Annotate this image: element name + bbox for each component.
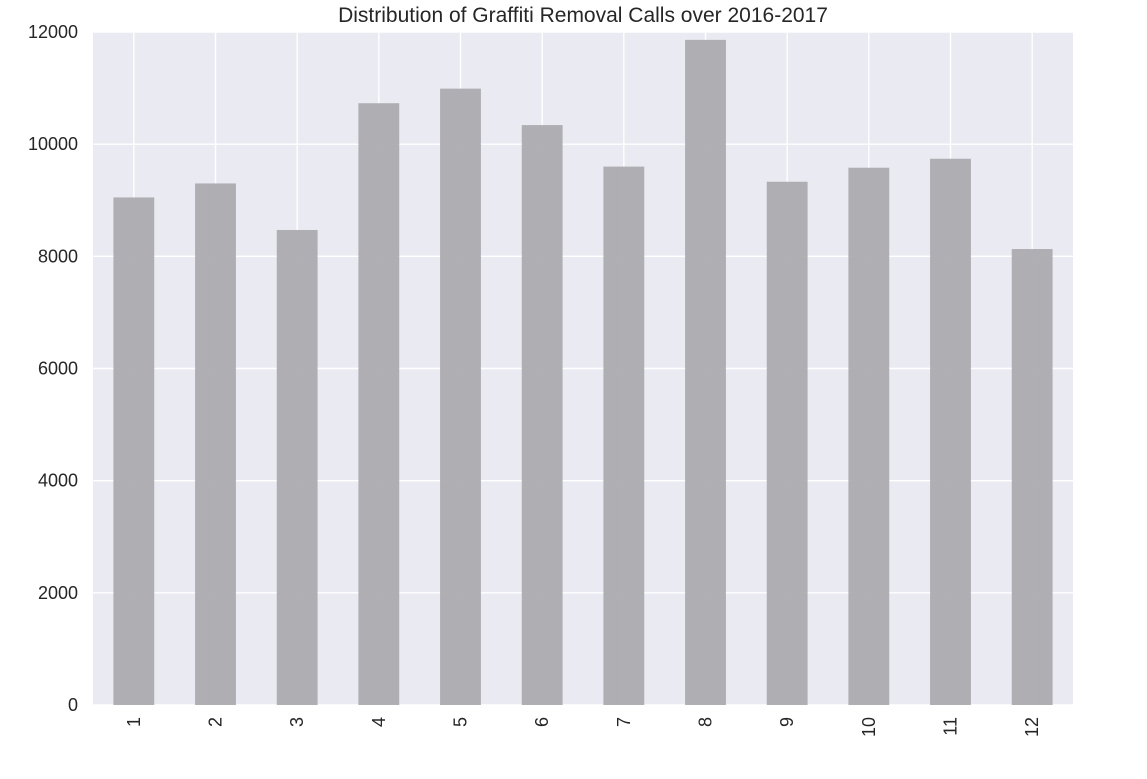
x-tick-label: 8 [696, 717, 716, 727]
x-tick-label: 4 [369, 717, 389, 727]
y-tick-label: 0 [68, 695, 78, 715]
x-tick-label: 10 [859, 717, 879, 737]
x-tick-label: 3 [287, 717, 307, 727]
bar-month-11 [930, 158, 971, 705]
chart-title: Distribution of Graffiti Removal Calls o… [338, 4, 828, 27]
bar-month-7 [603, 166, 645, 706]
x-axis-tick-labels: 1 2 3 4 5 6 7 8 9 10 11 12 [124, 717, 1042, 737]
bar-month-1 [113, 197, 155, 705]
y-tick-label: 10000 [28, 134, 78, 154]
x-tick-label: 2 [206, 717, 226, 727]
y-tick-label: 12000 [28, 22, 78, 42]
y-tick-label: 4000 [38, 471, 78, 491]
x-tick-label: 9 [777, 717, 797, 727]
bar-month-10 [848, 167, 890, 705]
x-tick-label: 12 [1022, 717, 1042, 737]
bar-month-12 [1011, 249, 1053, 706]
bar-month-8 [685, 39, 726, 705]
bar-month-2 [195, 183, 236, 706]
x-tick-label: 7 [614, 717, 634, 727]
bars [113, 39, 1053, 706]
y-tick-label: 8000 [38, 246, 78, 266]
bar-month-4 [358, 103, 400, 705]
bar-month-6 [521, 125, 563, 706]
x-tick-label: 6 [532, 717, 552, 727]
bar-month-5 [440, 88, 481, 705]
x-tick-label: 1 [124, 717, 144, 727]
x-tick-label: 5 [451, 717, 471, 727]
bar-month-9 [766, 181, 808, 705]
x-tick-label: 11 [941, 717, 961, 736]
y-axis-tick-labels: 0 2000 4000 6000 8000 10000 12000 [28, 22, 78, 715]
bar-month-3 [276, 229, 318, 705]
y-tick-label: 6000 [38, 359, 78, 379]
y-tick-label: 2000 [38, 583, 78, 603]
